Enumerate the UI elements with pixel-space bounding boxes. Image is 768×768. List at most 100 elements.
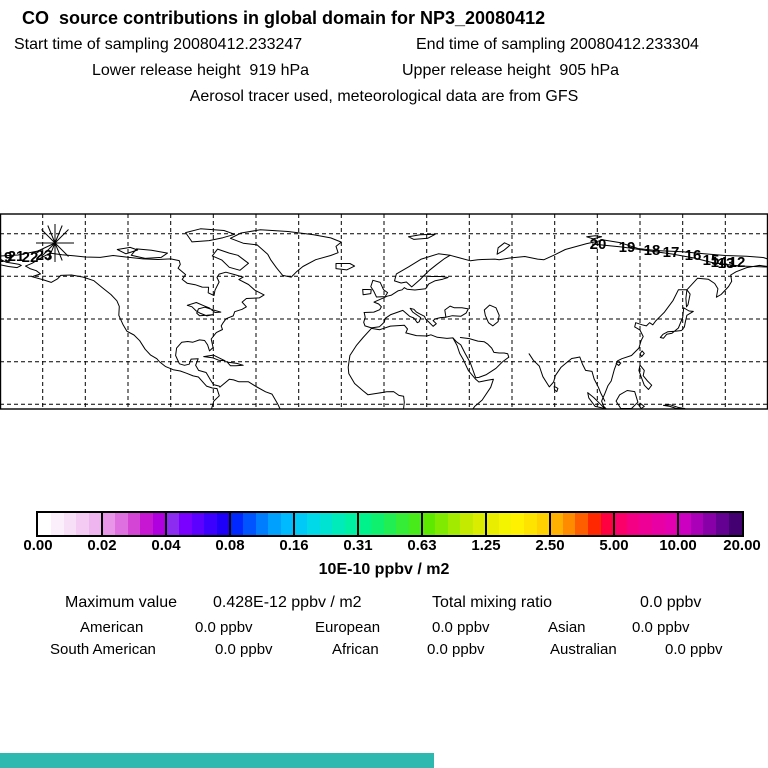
- colorbar-divider: [101, 511, 103, 537]
- colorbar-cell: [575, 513, 589, 535]
- world-map-svg: 20191817161514131223222119: [0, 213, 768, 410]
- trajectory-hour-label: 20: [590, 236, 607, 253]
- colorbar-cell: [242, 513, 256, 535]
- stat-text: 0.0 ppbv: [195, 619, 253, 636]
- colorbar-cell: [703, 513, 717, 535]
- source-hour-label: 21: [8, 248, 25, 265]
- stat-text: 0.0 ppbv: [427, 641, 485, 658]
- colorbar-cell: [537, 513, 550, 535]
- colorbar-cell: [293, 513, 307, 535]
- colorbar-cell: [165, 513, 179, 535]
- colorbar-divider: [677, 511, 679, 537]
- colorbar-tick-label: 0.31: [343, 537, 373, 554]
- colorbar-divider: [485, 511, 487, 537]
- colorbar-tick-label: 0.16: [279, 537, 309, 554]
- colorbar-cell: [460, 513, 474, 535]
- colorbar-cell: [434, 513, 448, 535]
- colorbar-tick-label: 0.00: [23, 537, 53, 554]
- start-time-label: Start time of sampling 20080412.233247: [14, 36, 303, 53]
- stat-text: 0.428E-12 ppbv / m2: [213, 594, 362, 611]
- colorbar-tick-label: 5.00: [599, 537, 629, 554]
- colorbar-cell: [639, 513, 653, 535]
- trajectory-hour-label: 18: [644, 242, 661, 259]
- colorbar-cell: [511, 513, 525, 535]
- colorbar-tick-label: 10.00: [659, 537, 697, 554]
- tracer-met-label: Aerosol tracer used, meteorological data…: [189, 88, 579, 105]
- colorbar-cell: [549, 513, 563, 535]
- stat-text: 0.0 ppbv: [640, 594, 702, 611]
- colorbar-unit-label: 10E-10 ppbv / m2: [318, 561, 450, 578]
- colorbar-cell: [127, 513, 141, 535]
- colorbar-cell: [255, 513, 269, 535]
- colorbar-cell: [588, 513, 602, 535]
- bottom-artifact-bar: [0, 753, 434, 768]
- colorbar-cell: [281, 513, 294, 535]
- colorbar-tick-label: 0.02: [87, 537, 117, 554]
- stat-text: Asian: [548, 619, 586, 636]
- colorbar-tick-labels: 0.00 0.02 0.04 0.08 0.16 0.31 0.63 1.25 2.50 5.00…: [0, 537, 768, 557]
- colorbar-cell: [153, 513, 166, 535]
- colorbar-cell: [191, 513, 205, 535]
- colorbar-cell: [357, 513, 371, 535]
- colorbar-cell: [50, 513, 64, 535]
- colorbar-cell: [383, 513, 397, 535]
- source-hour-label: 22: [22, 249, 39, 266]
- source-hour-label: 23: [36, 247, 53, 264]
- colorbar-cell: [729, 513, 742, 535]
- colorbar-cell: [63, 513, 77, 535]
- colorbar-cell: [76, 513, 90, 535]
- trajectory-hour-label: 19: [619, 239, 636, 256]
- colorbar-cell: [38, 513, 51, 535]
- colorbar-cell: [716, 513, 730, 535]
- colorbar-cell: [217, 513, 230, 535]
- upper-release-label: Upper release height 905 hPa: [402, 62, 620, 79]
- colorbar-cell: [485, 513, 499, 535]
- stat-text: European: [315, 619, 381, 636]
- colorbar-divider: [613, 511, 615, 537]
- colorbar-cell: [306, 513, 320, 535]
- stat-text: Maximum value: [65, 594, 178, 611]
- colorbar-cell: [665, 513, 678, 535]
- stat-text: 0.0 ppbv: [215, 641, 273, 658]
- colorbar-cell: [345, 513, 358, 535]
- trajectory-hour-label: 17: [663, 244, 680, 261]
- colorbar-cell: [89, 513, 102, 535]
- trajectory-hour-label: 13: [718, 255, 735, 272]
- lower-release-label: Lower release height 919 hPa: [92, 62, 310, 79]
- colorbar-cell: [101, 513, 115, 535]
- colorbar-cell: [652, 513, 666, 535]
- colorbar-cell: [601, 513, 614, 535]
- colorbar-cell: [268, 513, 282, 535]
- colorbar-cell: [473, 513, 486, 535]
- colorbar-cell: [498, 513, 512, 535]
- plot-title: CO source contributions in global domain…: [22, 8, 546, 28]
- colorbar-tick-label: 1.25: [471, 537, 501, 554]
- stat-text: American: [80, 619, 144, 636]
- stat-text: South American: [50, 641, 156, 658]
- colorbar-tick-label: 0.63: [407, 537, 437, 554]
- colorbar-cell: [332, 513, 346, 535]
- colorbar-divider: [293, 511, 295, 537]
- colorbar-cell: [677, 513, 691, 535]
- trajectory-hour-label: 12: [729, 254, 746, 271]
- colorbar-cell: [396, 513, 410, 535]
- stat-text: Total mixing ratio: [432, 594, 553, 611]
- trajectory-hour-label: 15: [703, 252, 720, 269]
- colorbar-cell: [114, 513, 128, 535]
- colorbar-divider: [229, 511, 231, 537]
- colorbar-cell: [447, 513, 461, 535]
- colorbar: [36, 511, 744, 537]
- colorbar-tick-label: 20.00: [723, 537, 761, 554]
- source-hour-label: 19: [0, 249, 12, 266]
- colorbar-divider: [421, 511, 423, 537]
- stat-text: Australian: [550, 641, 617, 658]
- stat-text: 0.0 ppbv: [632, 619, 690, 636]
- stat-text: 0.0 ppbv: [432, 619, 490, 636]
- colorbar-divider: [165, 511, 167, 537]
- stat-text: African: [332, 641, 379, 658]
- colorbar-cell: [140, 513, 154, 535]
- colorbar-divider: [357, 511, 359, 537]
- colorbar-cell: [204, 513, 218, 535]
- colorbar-cell: [613, 513, 627, 535]
